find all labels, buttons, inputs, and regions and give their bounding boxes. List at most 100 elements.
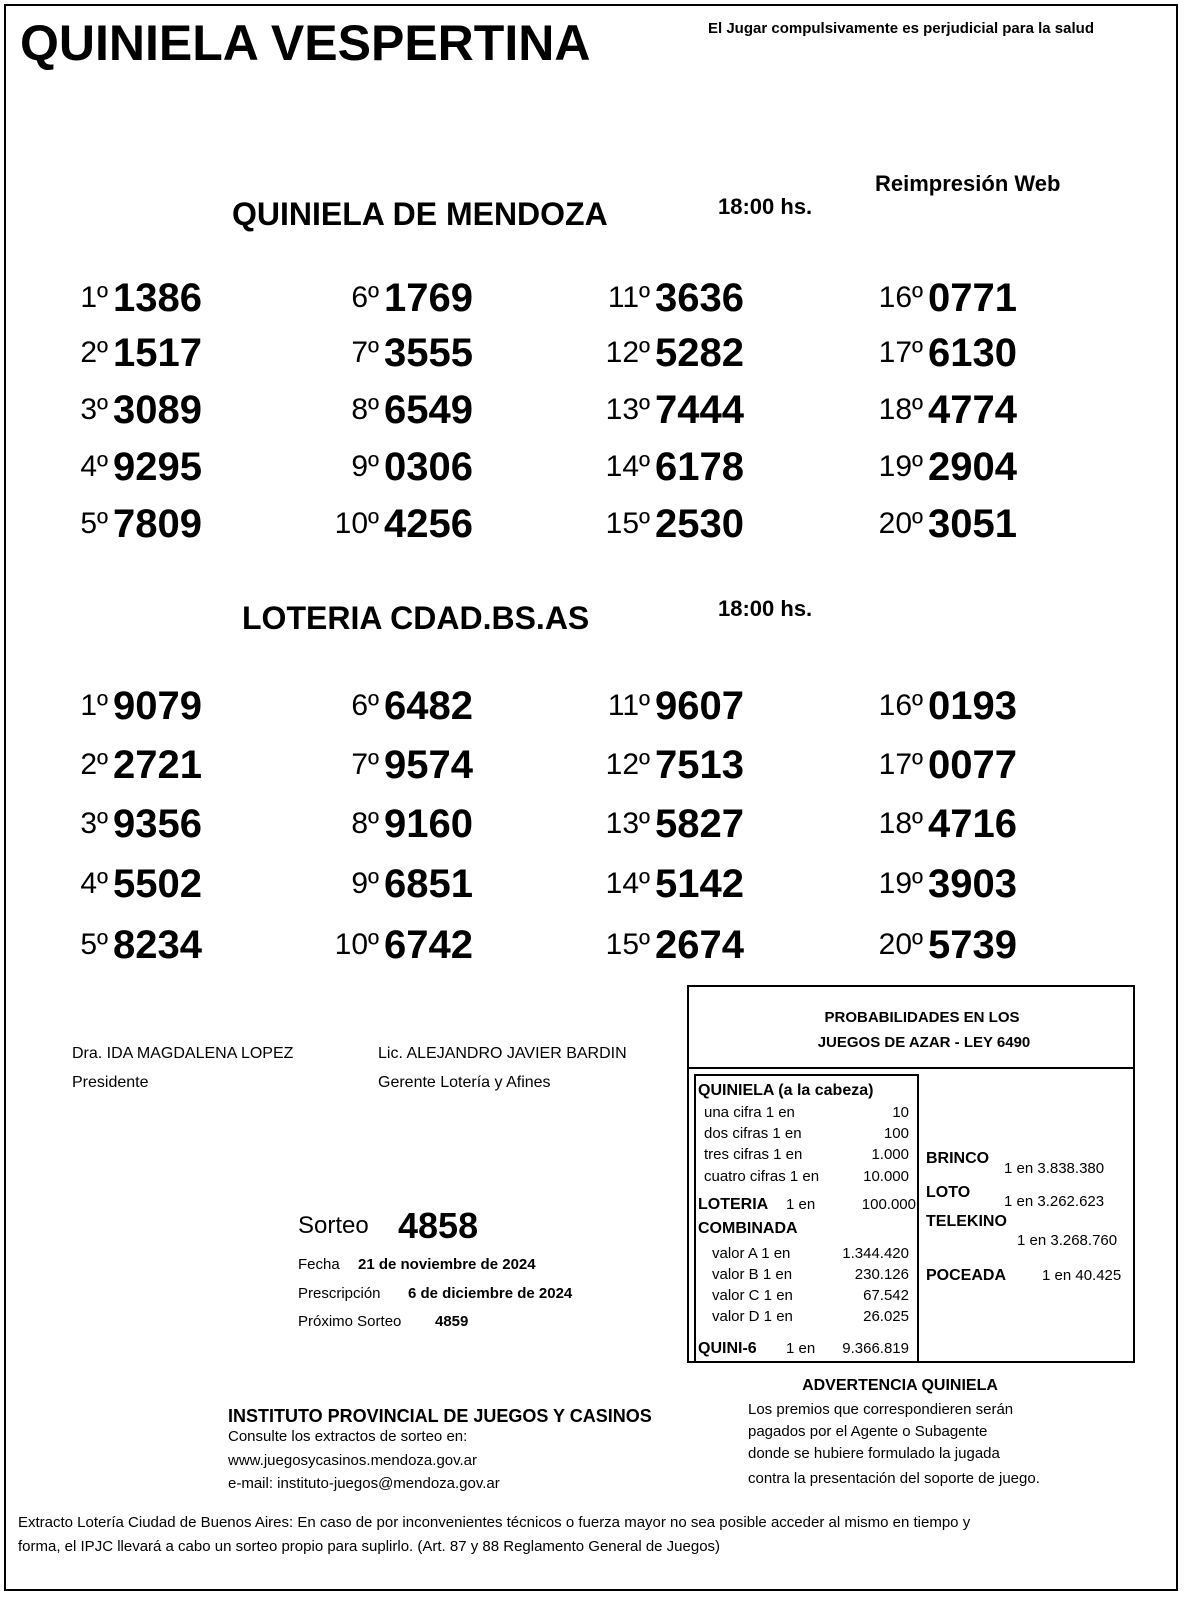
result-number: 0306 [384,445,473,489]
odds-label: una cifra 1 en [704,1104,795,1121]
odds-value: 26.025 [863,1308,909,1325]
result-number: 9607 [655,684,744,728]
result-number: 3903 [928,862,1017,906]
institute-line: e-mail: instituto-juegos@mendoza.gov.ar [228,1475,500,1492]
result-position: 14º [605,867,650,900]
signature-name: Lic. ALEJANDRO JAVIER BARDIN [378,1045,627,1062]
result-number: 3051 [928,502,1017,546]
result-number: 0193 [928,684,1017,728]
signature-role: Presidente [72,1074,149,1091]
result-position: 5º [80,928,108,961]
game-odds: 1 en 3.262.623 [1004,1193,1105,1210]
game-label: POCEADA [926,1267,1007,1284]
result-position: 4º [80,450,108,483]
result-position: 15º [605,507,650,540]
reprint-label: Reimpresión Web [875,171,1061,196]
probabilities-left-box [694,1074,919,1363]
section-title: LOTERIA CDAD.BS.AS [242,600,590,636]
result-number: 4774 [928,388,1017,432]
odds-label: valor D 1 en [712,1308,793,1325]
section-title: QUINIELA DE MENDOZA [232,196,608,232]
result-position: 19º [878,867,923,900]
result-number: 3636 [655,276,744,320]
result-number: 2674 [655,923,744,967]
odds-value: 100.000 [861,1196,916,1213]
odds-heading: COMBINADA [698,1220,798,1237]
odds-label: valor B 1 en [712,1266,793,1283]
result-position: 1º [80,281,108,314]
result-number: 5739 [928,923,1017,967]
result-number: 4716 [928,802,1017,846]
result-position: 17º [878,748,923,781]
odds-heading: LOTERIA [698,1196,769,1213]
result-number: 5827 [655,802,744,846]
result-position: 12º [605,336,650,369]
result-position: 20º [878,507,923,540]
draw-field-value: 6 de diciembre de 2024 [408,1285,573,1302]
odds-heading: QUINI-6 [698,1340,757,1357]
result-number: 9160 [384,802,473,846]
odds-value: 1.000 [871,1146,909,1163]
odds-value: 100 [883,1125,909,1142]
result-number: 2904 [928,445,1017,489]
result-position: 3º [80,393,108,426]
result-position: 19º [878,450,923,483]
odds-label: valor C 1 en [712,1287,793,1304]
result-number: 0771 [928,276,1017,320]
result-position: 20º [878,928,923,961]
result-position: 5º [80,507,108,540]
draw-field-label: Fecha [298,1256,340,1273]
result-number: 7513 [655,743,744,787]
institute-title: INSTITUTO PROVINCIAL DE JUEGOS Y CASINOS [228,1406,652,1426]
result-position: 10º [334,928,379,961]
draw-field-label: Prescripción [298,1285,381,1302]
result-number: 2530 [655,502,744,546]
result-position: 13º [605,393,650,426]
game-label: BRINCO [926,1150,990,1167]
probabilities-title: JUEGOS DE AZAR - LEY 6490 [817,1034,1031,1051]
draw-number: 4858 [398,1205,479,1246]
result-number: 1386 [113,276,202,320]
result-position: 18º [878,393,923,426]
signature-role: Gerente Lotería y Afines [378,1074,551,1091]
institute-line: www.juegosycasinos.mendoza.gov.ar [228,1452,478,1469]
result-position: 17º [878,336,923,369]
result-position: 18º [878,807,923,840]
result-position: 15º [605,928,650,961]
section-time: 18:00 hs. [718,596,813,621]
result-position: 16º [878,281,923,314]
result-number: 1769 [384,276,473,320]
result-number: 2721 [113,743,202,787]
result-number: 1517 [113,331,202,375]
result-position: 10º [334,507,379,540]
result-position: 3º [80,807,108,840]
disclaimer-line: forma, el IPJC llevará a cabo un sorteo … [18,1538,721,1555]
result-number: 5142 [655,862,744,906]
result-number: 5282 [655,331,744,375]
advertencia-line: donde se hubiere formulado la jugada [748,1445,1000,1462]
result-position: 14º [605,450,650,483]
result-position: 11º [607,689,650,722]
odds-value: 67.542 [863,1287,909,1304]
result-number: 0077 [928,743,1017,787]
page-border [4,4,1178,1591]
result-number: 6130 [928,331,1017,375]
result-position: 12º [605,748,650,781]
disclaimer-line: Extracto Lotería Ciudad de Buenos Aires:… [18,1514,971,1531]
result-position: 8º [351,807,379,840]
result-number: 6178 [655,445,744,489]
result-number: 6482 [384,684,473,728]
odds-label: cuatro cifras 1 en [704,1168,820,1185]
result-number: 7444 [655,388,744,432]
result-number: 3089 [113,388,202,432]
result-position: 11º [607,281,650,314]
odds-value: 1.344.420 [842,1245,909,1262]
result-position: 9º [351,867,379,900]
result-position: 6º [351,689,379,722]
result-number: 7809 [113,502,202,546]
result-position: 8º [351,393,379,426]
game-label: LOTO [926,1184,971,1201]
result-position: 7º [351,748,379,781]
result-position: 2º [80,748,108,781]
